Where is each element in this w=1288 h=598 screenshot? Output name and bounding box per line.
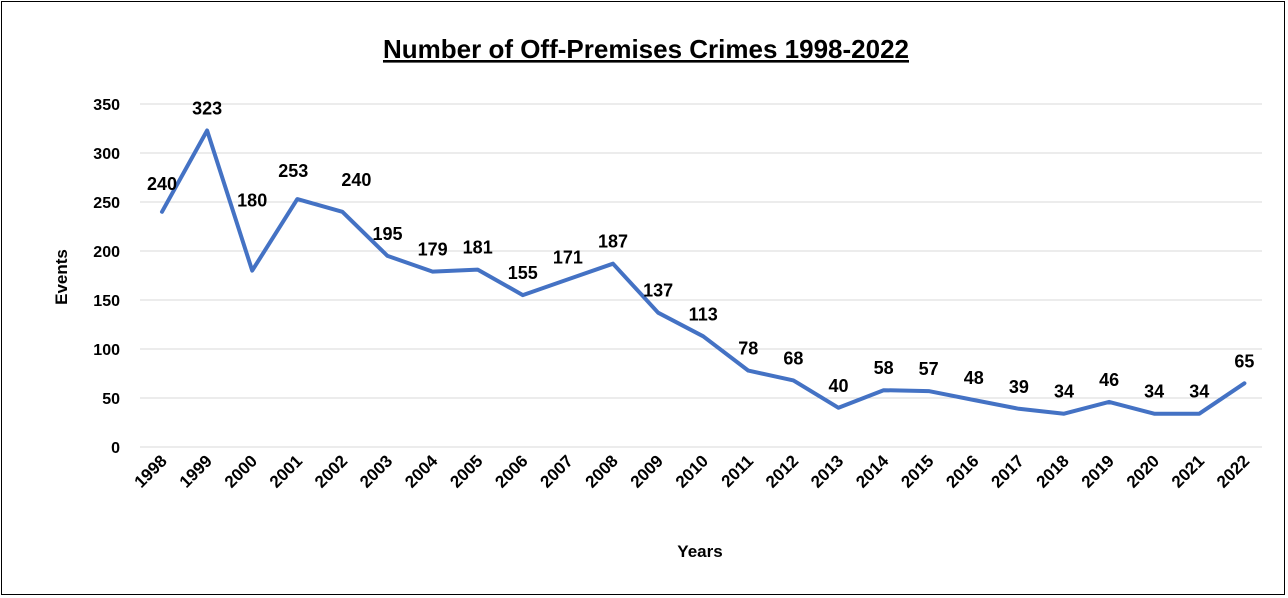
data-label: 323	[192, 98, 222, 118]
x-tick-label: 2022	[1213, 451, 1253, 491]
data-label: 34	[1054, 382, 1074, 402]
y-tick-label: 350	[93, 97, 120, 114]
data-label: 137	[643, 281, 673, 301]
data-label: 40	[828, 376, 848, 396]
y-axis-ticks: 0 50 100 150 200 250 300 350	[93, 97, 120, 457]
x-tick-label: 2006	[491, 451, 531, 491]
x-tick-label: 2003	[356, 451, 396, 491]
y-tick-label: 250	[93, 195, 120, 212]
y-tick-label: 50	[102, 391, 120, 408]
data-label: 68	[783, 348, 803, 368]
data-label: 179	[418, 240, 448, 260]
data-label: 155	[508, 263, 538, 283]
x-tick-label: 2019	[1078, 451, 1118, 491]
x-tick-label: 2007	[537, 451, 577, 491]
x-axis-ticks: 1998 1999 2000 2001 2002 2003 2004 2005 2006 2007…	[131, 451, 1254, 492]
x-tick-label: 2017	[988, 451, 1028, 491]
x-tick-label: 2020	[1123, 451, 1163, 491]
data-label: 46	[1099, 370, 1119, 390]
x-tick-label: 2008	[582, 451, 622, 491]
x-tick-label: 2009	[627, 451, 667, 491]
series-line	[160, 128, 1247, 416]
data-label: 34	[1144, 382, 1164, 402]
data-labels: 240 323 180 253 240 195 179 181 155 171 187 137 113 7…	[147, 98, 1254, 401]
x-tick-label: 2013	[807, 451, 847, 491]
y-tick-label: 200	[93, 244, 120, 261]
x-tick-label: 2000	[221, 451, 261, 491]
data-label: 78	[738, 339, 758, 359]
x-axis-title: Years	[677, 542, 722, 561]
x-tick-label: 1998	[131, 451, 171, 491]
x-tick-label: 2011	[718, 451, 758, 491]
x-tick-label: 2015	[897, 451, 937, 491]
data-label: 113	[689, 304, 718, 324]
data-label: 58	[874, 358, 894, 378]
data-label: 187	[598, 232, 628, 252]
chart-title: Number of Off-Premises Crimes 1998-2022	[383, 34, 909, 64]
data-label: 195	[372, 224, 402, 244]
x-tick-label: 2018	[1033, 451, 1073, 491]
x-tick-label: 2002	[311, 451, 351, 491]
x-tick-label: 1999	[176, 451, 216, 491]
data-label: 34	[1189, 382, 1209, 402]
data-label: 65	[1234, 351, 1254, 371]
y-tick-label: 0	[111, 440, 120, 457]
x-tick-label: 2012	[762, 451, 802, 491]
x-tick-label: 2016	[942, 451, 982, 491]
data-label: 240	[147, 174, 177, 194]
data-label: 181	[463, 238, 493, 258]
data-label: 171	[553, 247, 583, 267]
x-tick-label: 2001	[266, 451, 306, 491]
x-tick-label: 2014	[852, 451, 893, 492]
data-label: 48	[964, 368, 984, 388]
x-tick-label: 2004	[401, 451, 442, 492]
y-tick-label: 300	[93, 146, 120, 163]
x-tick-label: 2010	[672, 451, 712, 491]
data-label: 57	[919, 359, 939, 379]
y-tick-label: 100	[93, 342, 120, 359]
data-label: 240	[341, 170, 371, 190]
data-label: 180	[237, 191, 267, 211]
y-axis-title: Events	[52, 249, 71, 305]
gridlines	[140, 103, 1262, 448]
data-label: 253	[278, 161, 308, 181]
data-label: 39	[1009, 377, 1029, 397]
x-tick-label: 2021	[1168, 451, 1208, 491]
y-tick-label: 150	[93, 293, 120, 310]
x-tick-label: 2005	[446, 451, 486, 491]
